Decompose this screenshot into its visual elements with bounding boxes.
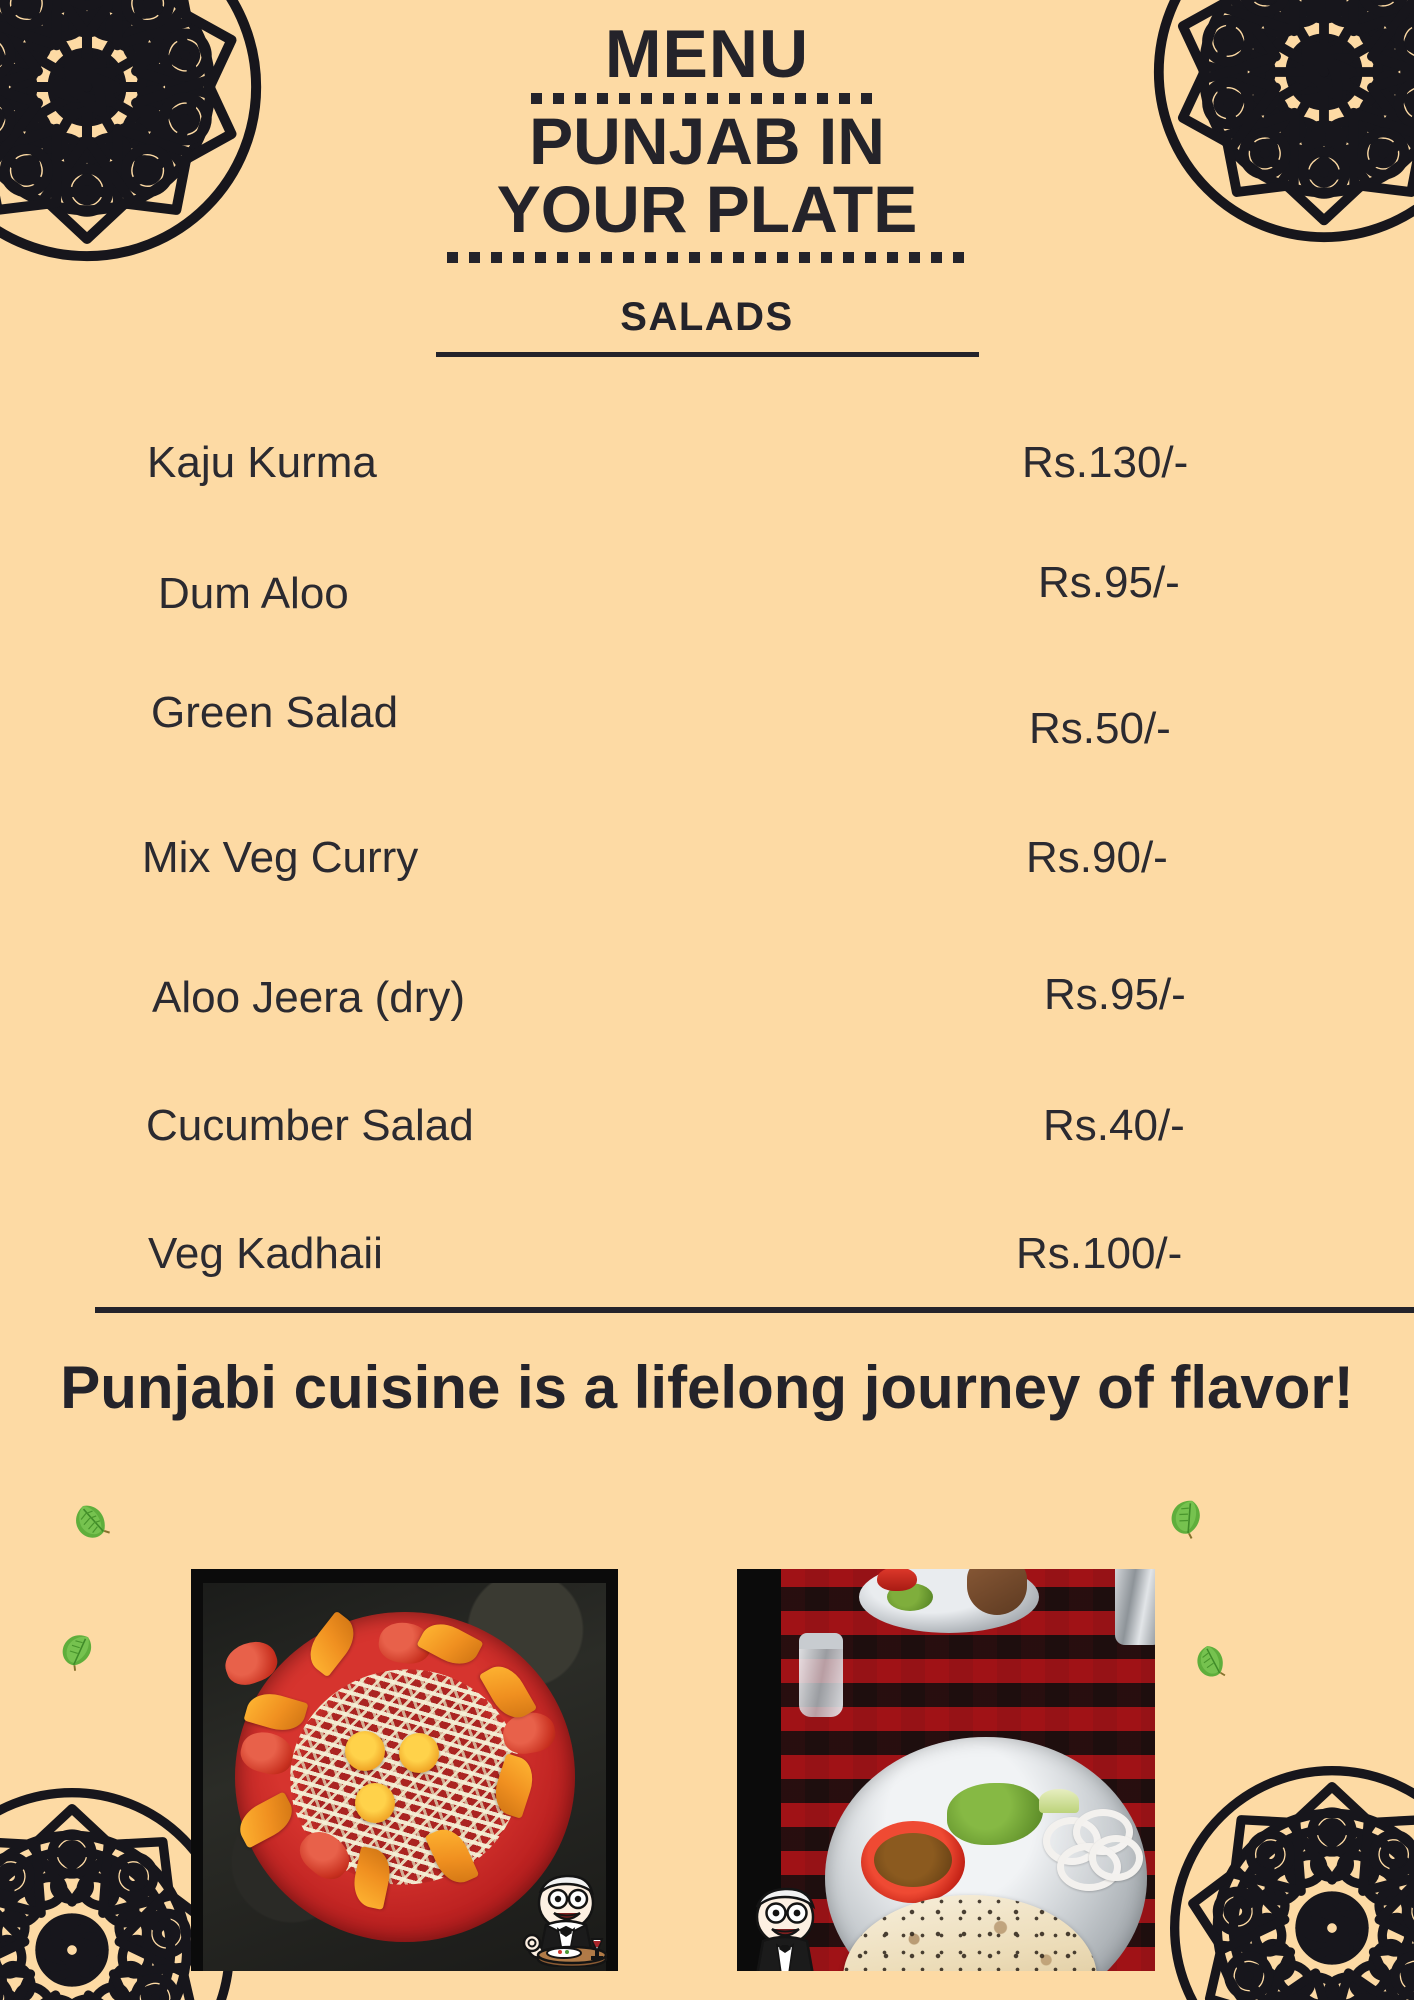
photo-thali-meal-image	[781, 1569, 1155, 1971]
photo-salad-platter	[191, 1569, 618, 1971]
green-chutney	[947, 1783, 1043, 1845]
carrot-slice	[355, 1783, 395, 1823]
menu-row: Veg Kadhaii Rs.100/-	[0, 1208, 1414, 1341]
mandala-ornament-bottom-right	[1132, 1728, 1414, 2000]
onion-ring	[1089, 1835, 1143, 1881]
page-title-line-2: YOUR PLATE	[496, 172, 918, 247]
menu-item-name: Cucumber Salad	[146, 1101, 474, 1150]
section-underline	[435, 352, 979, 358]
basil-leaf-icon	[1164, 1494, 1210, 1540]
menu-item-name: Dum Aloo	[158, 569, 349, 618]
menu-word: MENU	[604, 16, 810, 92]
tagline-text: Punjabi cuisine is a lifelong journey of…	[60, 1354, 1354, 1421]
naan-bread	[843, 1895, 1097, 1971]
background-bowl	[877, 1569, 917, 1591]
menu-row: Kaju Kurma Rs.130/-	[0, 410, 1414, 543]
menu-item-name: Aloo Jeera (dry)	[152, 973, 466, 1022]
menu-item-name: Green Salad	[151, 688, 399, 737]
lemon-wedge	[1039, 1789, 1079, 1813]
menu-item-price: Rs.95/-	[1038, 558, 1180, 607]
basil-leaf-icon	[1190, 1640, 1232, 1682]
menu-row: Dum Aloo Rs.95/-	[0, 543, 1414, 676]
menu-item-price: Rs.90/-	[1026, 833, 1168, 882]
diner-hand	[967, 1569, 1027, 1615]
menu-row: Aloo Jeera (dry) Rs.95/-	[0, 942, 1414, 1075]
carrot-slice	[345, 1731, 385, 1771]
carrot-slice	[399, 1733, 439, 1773]
menu-item-price: Rs.95/-	[1044, 970, 1186, 1019]
photo-salad-platter-image	[203, 1583, 606, 1971]
onion-rings	[1037, 1807, 1143, 1891]
menu-row: Green Salad Rs.50/-	[0, 676, 1414, 809]
dotted-rule-top	[531, 93, 883, 105]
menu-item-name: Veg Kadhaii	[148, 1229, 383, 1278]
basil-leaf-icon	[68, 1498, 114, 1544]
steel-thali	[825, 1737, 1147, 1971]
menu-item-price: Rs.50/-	[1029, 704, 1171, 753]
menu-item-price: Rs.40/-	[1043, 1101, 1185, 1150]
menu-row: Cucumber Salad Rs.40/-	[0, 1075, 1414, 1208]
section-title-salads: SALADS	[620, 295, 794, 340]
poster-header: MENU PUNJAB IN YOUR PLATE SALADS	[0, 16, 1414, 358]
basil-leaf-icon	[56, 1628, 100, 1672]
menu-item-price: Rs.100/-	[1016, 1229, 1183, 1278]
menu-row: Mix Veg Curry Rs.90/-	[0, 809, 1414, 942]
menu-item-name: Mix Veg Curry	[142, 833, 419, 882]
page-title-line-1: PUNJAB IN	[529, 104, 885, 179]
menu-item-name: Kaju Kurma	[147, 438, 377, 487]
menu-list-divider	[95, 1307, 1414, 1313]
photo-thali-meal	[737, 1569, 1155, 1971]
dotted-rule-bottom	[447, 252, 967, 264]
dal-bowl	[861, 1821, 965, 1903]
menu-items-list: Kaju Kurma Rs.130/- Dum Aloo Rs.95/- Gre…	[0, 410, 1414, 1341]
steel-tumbler	[1115, 1569, 1155, 1645]
menu-item-price: Rs.130/-	[1022, 438, 1189, 487]
naan-seeds	[843, 1895, 1097, 1971]
salt-shaker	[799, 1633, 843, 1717]
